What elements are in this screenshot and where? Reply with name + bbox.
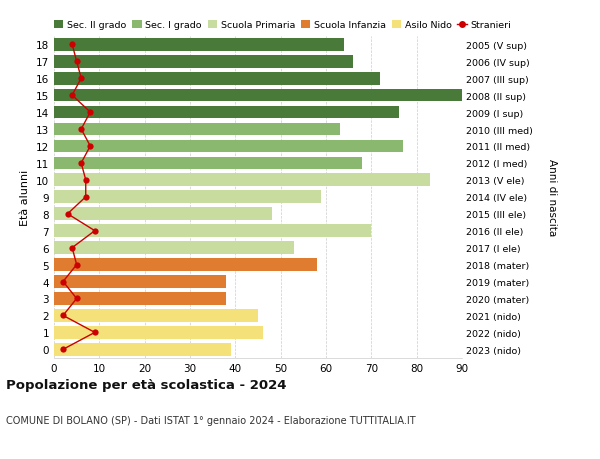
Bar xyxy=(54,123,340,136)
Bar xyxy=(54,157,362,170)
Bar xyxy=(54,191,322,204)
Text: COMUNE DI BOLANO (SP) - Dati ISTAT 1° gennaio 2024 - Elaborazione TUTTITALIA.IT: COMUNE DI BOLANO (SP) - Dati ISTAT 1° ge… xyxy=(6,415,416,425)
Bar xyxy=(54,90,462,102)
Bar xyxy=(54,242,294,254)
Bar xyxy=(54,343,231,356)
Y-axis label: Età alunni: Età alunni xyxy=(20,169,31,225)
Bar xyxy=(54,106,398,119)
Bar xyxy=(54,309,258,322)
Bar xyxy=(54,225,371,237)
Bar xyxy=(54,259,317,271)
Bar xyxy=(54,39,344,51)
Bar xyxy=(54,140,403,153)
Text: Popolazione per età scolastica - 2024: Popolazione per età scolastica - 2024 xyxy=(6,379,287,392)
Bar xyxy=(54,292,226,305)
Y-axis label: Anni di nascita: Anni di nascita xyxy=(547,159,557,236)
Bar xyxy=(54,174,430,187)
Bar xyxy=(54,275,226,288)
Bar xyxy=(54,56,353,68)
Legend: Sec. II grado, Sec. I grado, Scuola Primaria, Scuola Infanzia, Asilo Nido, Stran: Sec. II grado, Sec. I grado, Scuola Prim… xyxy=(54,21,511,30)
Bar xyxy=(54,326,263,339)
Bar xyxy=(54,208,272,221)
Bar xyxy=(54,73,380,85)
